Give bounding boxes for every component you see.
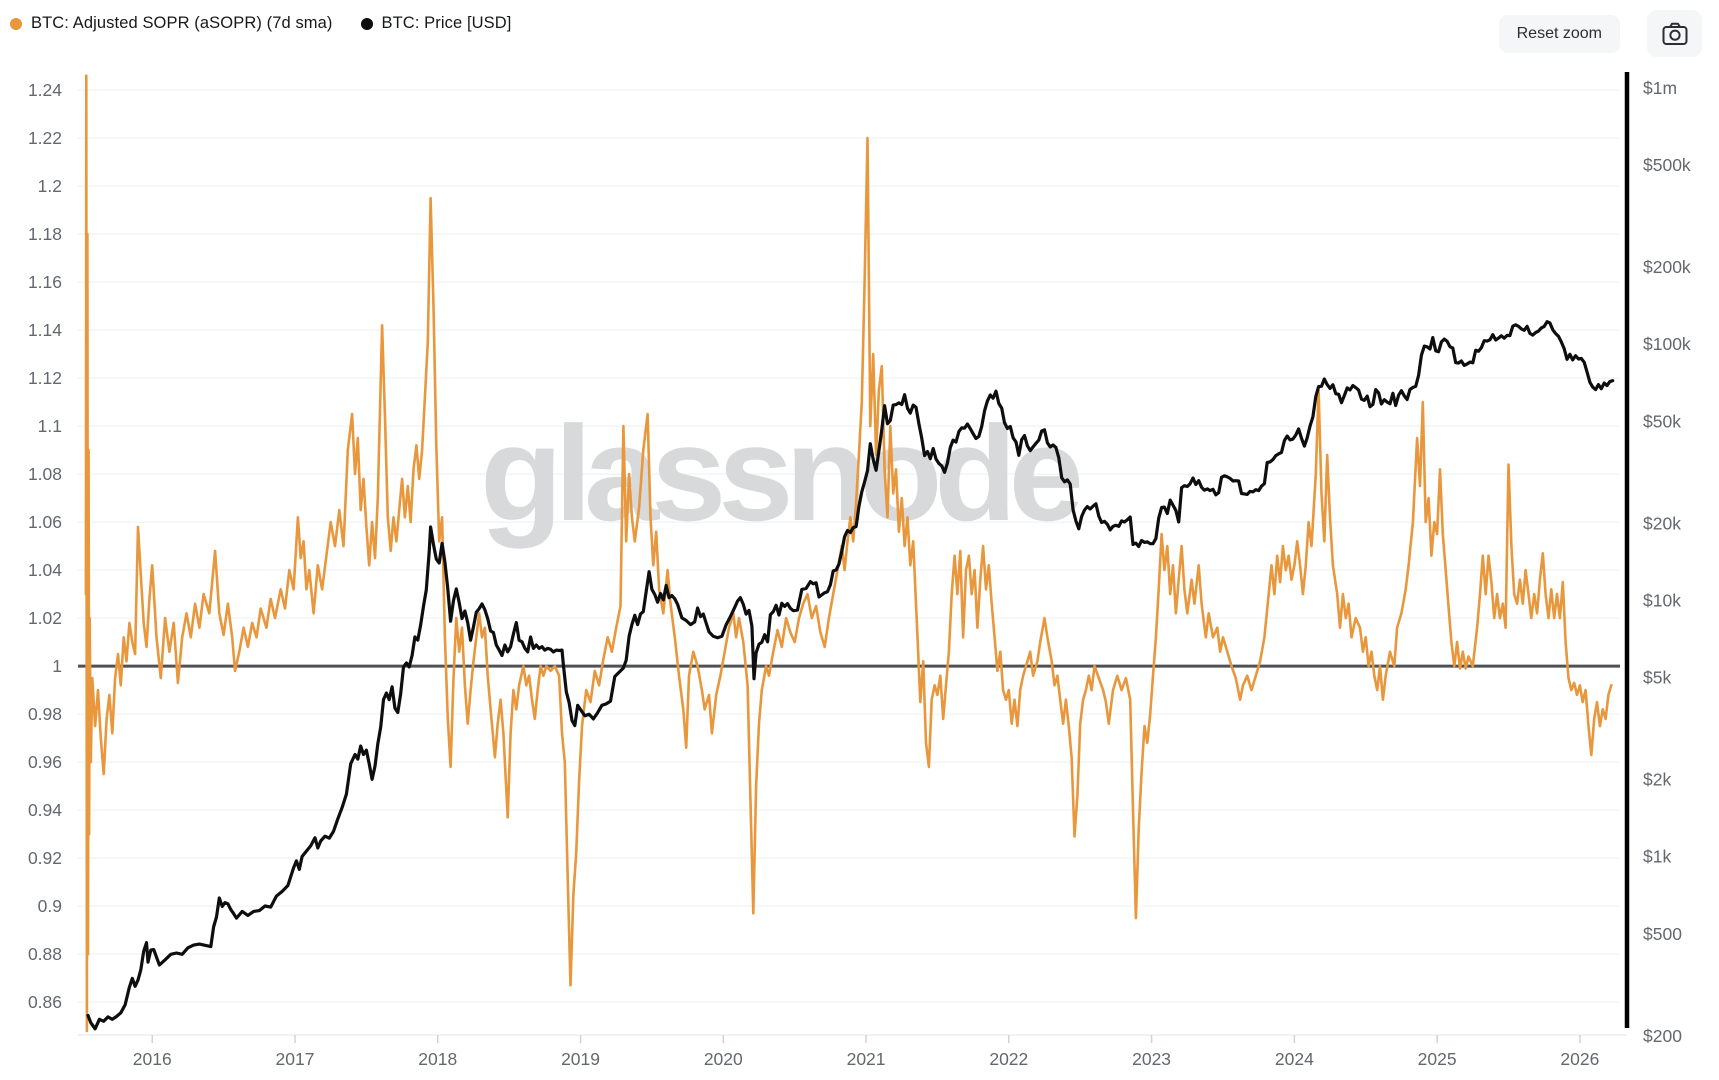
left-tick-label: 1 [52,656,62,676]
x-tick-label: 2025 [1418,1049,1457,1069]
x-tick-label: 2020 [704,1049,743,1069]
left-tick-label: 1.22 [28,128,62,148]
x-tick-label: 2018 [418,1049,457,1069]
left-tick-label: 1.24 [28,80,62,100]
left-tick-label: 0.92 [28,848,62,868]
right-tick-label: $5k [1643,668,1671,688]
asopr-series-dot-icon [10,17,22,30]
right-tick-label: $1m [1643,78,1677,98]
camera-button[interactable] [1647,10,1702,57]
left-tick-label: 0.88 [28,944,62,964]
asopr-line [84,74,1613,1033]
left-tick-label: 0.86 [28,992,62,1012]
camera-icon [1662,22,1688,46]
left-tick-label: 1.1 [38,416,62,436]
x-tick-label: 2019 [561,1049,600,1069]
left-tick-label: 0.96 [28,752,62,772]
glassnode-watermark: glassnode [480,398,1080,549]
left-tick-label: 1.2 [38,176,62,196]
left-tick-label: 0.94 [28,800,62,820]
left-tick-label: 1.04 [28,560,62,580]
left-tick-label: 1.16 [28,272,62,292]
left-tick-label: 1.02 [28,608,62,628]
legend-item-asopr[interactable]: BTC: Adjusted SOPR (aSOPR) (7d sma) [10,14,333,33]
right-tick-label: $50k [1643,411,1681,431]
legend-item-price[interactable]: BTC: Price [USD] [360,14,512,33]
right-tick-label: $10k [1643,590,1681,610]
right-tick-label: $2k [1643,770,1671,790]
left-tick-label: 1.18 [28,224,62,244]
x-tick-label: 2023 [1132,1049,1171,1069]
x-tick-label: 2016 [133,1049,172,1069]
right-tick-label: $500 [1643,924,1682,944]
legend-label-price: BTC: Price [USD] [381,14,512,32]
x-tick-label: 2017 [276,1049,315,1069]
reset-zoom-button[interactable]: Reset zoom [1498,15,1620,53]
x-tick-label: 2026 [1560,1049,1599,1069]
right-tick-label: $200k [1643,257,1691,277]
x-tick-label: 2021 [847,1049,886,1069]
left-tick-label: 0.98 [28,704,62,724]
left-tick-label: 0.9 [38,896,62,916]
left-tick-label: 1.12 [28,368,62,388]
right-tick-label: $200 [1643,1026,1682,1046]
price-series-dot-icon [360,17,373,30]
right-tick-label: $100k [1643,334,1691,354]
x-tick-label: 2024 [1275,1049,1314,1069]
right-tick-label: $1k [1643,847,1671,867]
left-tick-label: 1.08 [28,464,62,484]
right-tick-label: $20k [1643,513,1681,533]
x-tick-label: 2022 [989,1049,1028,1069]
right-tick-label: $500k [1643,155,1691,175]
left-tick-label: 1.14 [28,320,62,340]
left-tick-label: 1.06 [28,512,62,532]
price-line [86,320,1615,1031]
legend: BTC: Adjusted SOPR (aSOPR) (7d sma) BTC:… [10,14,511,33]
legend-label-asopr: BTC: Adjusted SOPR (aSOPR) (7d sma) [31,14,333,32]
